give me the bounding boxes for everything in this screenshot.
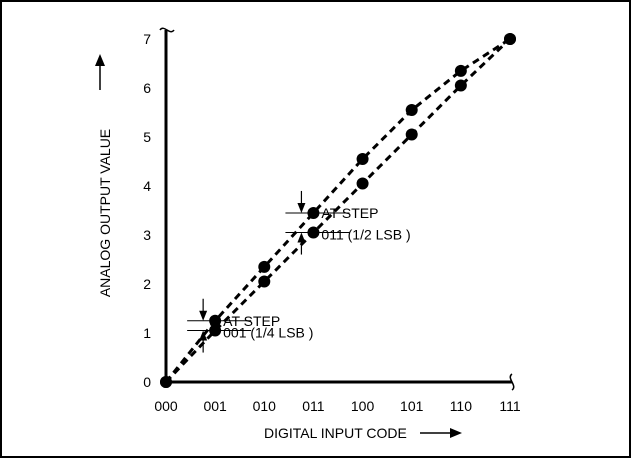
y-axis-label: ANALOG OUTPUT VALUE: [97, 129, 113, 297]
x-tick-label: 101: [400, 398, 424, 414]
x-tick-label: 100: [351, 398, 375, 414]
x-tick-label: 111: [499, 398, 520, 414]
annotation-label-line2: 001 (1/4 LSB ): [223, 325, 313, 341]
annotation-label-line1: AT STEP: [321, 205, 378, 221]
annotation-label-line1: AT STEP: [223, 313, 280, 329]
x-tick-label: 110: [450, 398, 473, 414]
data-point: [504, 33, 516, 45]
x-tick-label: 001: [203, 398, 227, 414]
y-tick-label: 4: [143, 178, 151, 194]
data-point: [454, 64, 467, 77]
x-axis-break-icon: [509, 373, 515, 391]
data-point: [454, 79, 467, 92]
x-tick-label: 011: [302, 398, 325, 414]
x-tick-label: 010: [253, 398, 277, 414]
y-tick-label: 0: [143, 374, 151, 390]
x-axis-label: DIGITAL INPUT CODE: [264, 425, 407, 441]
series-line-lower: [164, 37, 512, 384]
y-tick-label: 2: [143, 276, 151, 292]
y-axis-arrow-icon: [95, 54, 105, 66]
annotation-up-arrow-icon: [199, 330, 208, 341]
y-tick-label: 5: [143, 129, 151, 145]
y-tick-label: 7: [143, 31, 151, 47]
y-tick-label: 3: [143, 227, 151, 243]
data-point: [160, 376, 172, 388]
annotation-up-arrow-icon: [297, 232, 306, 243]
y-tick-label: 6: [143, 80, 151, 96]
annotation-label-line2: 011 (1/2 LSB ): [321, 227, 410, 243]
series-line-upper: [164, 37, 511, 383]
data-point: [356, 177, 369, 190]
data-point: [405, 128, 418, 141]
data-point: [405, 104, 418, 117]
data-point: [258, 275, 271, 288]
x-axis-arrow-icon: [450, 428, 462, 438]
annotation-down-arrow-icon: [297, 202, 306, 213]
data-point: [356, 153, 369, 166]
x-tick-label: 000: [154, 398, 178, 414]
data-point: [258, 260, 271, 273]
y-axis-break-icon: [159, 27, 175, 33]
annotation-down-arrow-icon: [199, 310, 208, 321]
y-tick-label: 1: [143, 325, 151, 341]
